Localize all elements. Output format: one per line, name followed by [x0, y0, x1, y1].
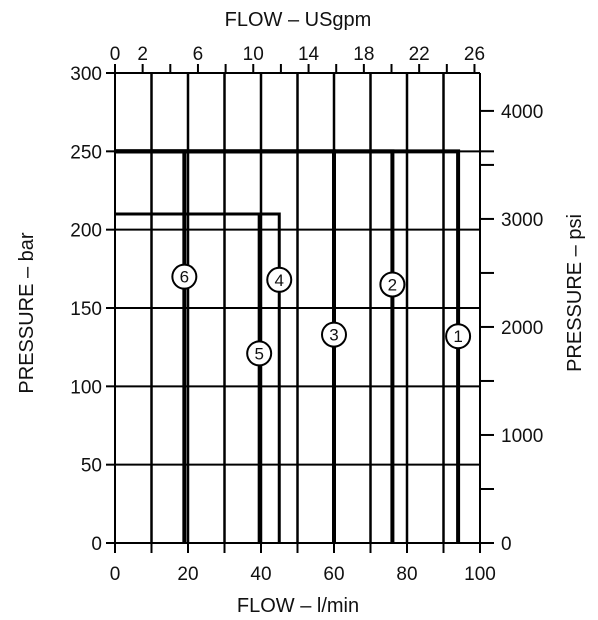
series-marker-2: [379, 271, 406, 298]
bottom-axis-tick-label: 20: [177, 564, 198, 585]
right-axis-tick-label: 0: [501, 534, 512, 555]
series-marker-4: [266, 266, 293, 293]
left-axis-tick-label: 250: [70, 142, 102, 163]
grid: [115, 73, 480, 543]
series-group: 1 2 3 4 5 6: [115, 149, 494, 543]
series-label-2: 2: [388, 276, 397, 295]
bottom-axis-tick-label: 80: [396, 564, 417, 585]
axes: 0 20 40 60 80 1000 2 6 10 14 18 22 26050100150200250…: [70, 44, 543, 585]
series-line-4: [115, 212, 281, 543]
right-axis-title: PRESSURE – psi: [564, 214, 586, 372]
bottom-axis-title: FLOW – l/min: [237, 595, 359, 617]
series-line-5: [115, 212, 261, 543]
left-axis-tick-label: 300: [70, 64, 102, 85]
series-marker-6: [171, 263, 198, 290]
bottom-axis-tick-label: 40: [250, 564, 271, 585]
left-axis-tick-label: 0: [91, 534, 102, 555]
series-marker-3: [321, 321, 347, 348]
right-axis-tick-label: 3000: [501, 210, 543, 231]
top-axis-tick-label: 22: [409, 44, 430, 65]
series-label-3: 3: [329, 326, 338, 345]
right-axis-tick-label: 1000: [501, 426, 543, 447]
left-axis-title: PRESSURE – bar: [16, 232, 38, 394]
top-axis-tick-label: 2: [137, 44, 148, 65]
left-axis-tick-label: 50: [81, 456, 102, 477]
left-axis-tick-label: 100: [70, 377, 102, 398]
series-label-5: 5: [254, 344, 263, 363]
bottom-axis-tick-label: 100: [464, 564, 496, 585]
series-label-1: 1: [453, 327, 462, 346]
left-axis-tick-label: 200: [70, 221, 102, 242]
series-marker-1: [445, 323, 472, 350]
top-axis-tick-label: 14: [298, 44, 320, 65]
right-axis-tick-label: 4000: [501, 102, 543, 123]
bottom-axis-tick-label: 60: [323, 564, 344, 585]
left-axis-tick-label: 150: [70, 299, 102, 320]
series-marker-5: [246, 340, 273, 367]
right-axis-tick-label: 2000: [501, 318, 543, 339]
top-axis-tick-label: 0: [110, 44, 121, 65]
top-axis-title: FLOW – USgpm: [225, 9, 372, 31]
top-axis-tick-label: 18: [353, 44, 374, 65]
top-axis-tick-label: 6: [193, 44, 204, 65]
series-line-3: [115, 149, 336, 543]
series-line-6: [115, 149, 187, 543]
bottom-axis-tick-label: 0: [110, 564, 121, 585]
series-label-4: 4: [275, 271, 284, 290]
top-axis-tick-label: 10: [243, 44, 264, 65]
series-label-6: 6: [180, 268, 189, 287]
top-axis-tick-label: 26: [464, 44, 485, 65]
